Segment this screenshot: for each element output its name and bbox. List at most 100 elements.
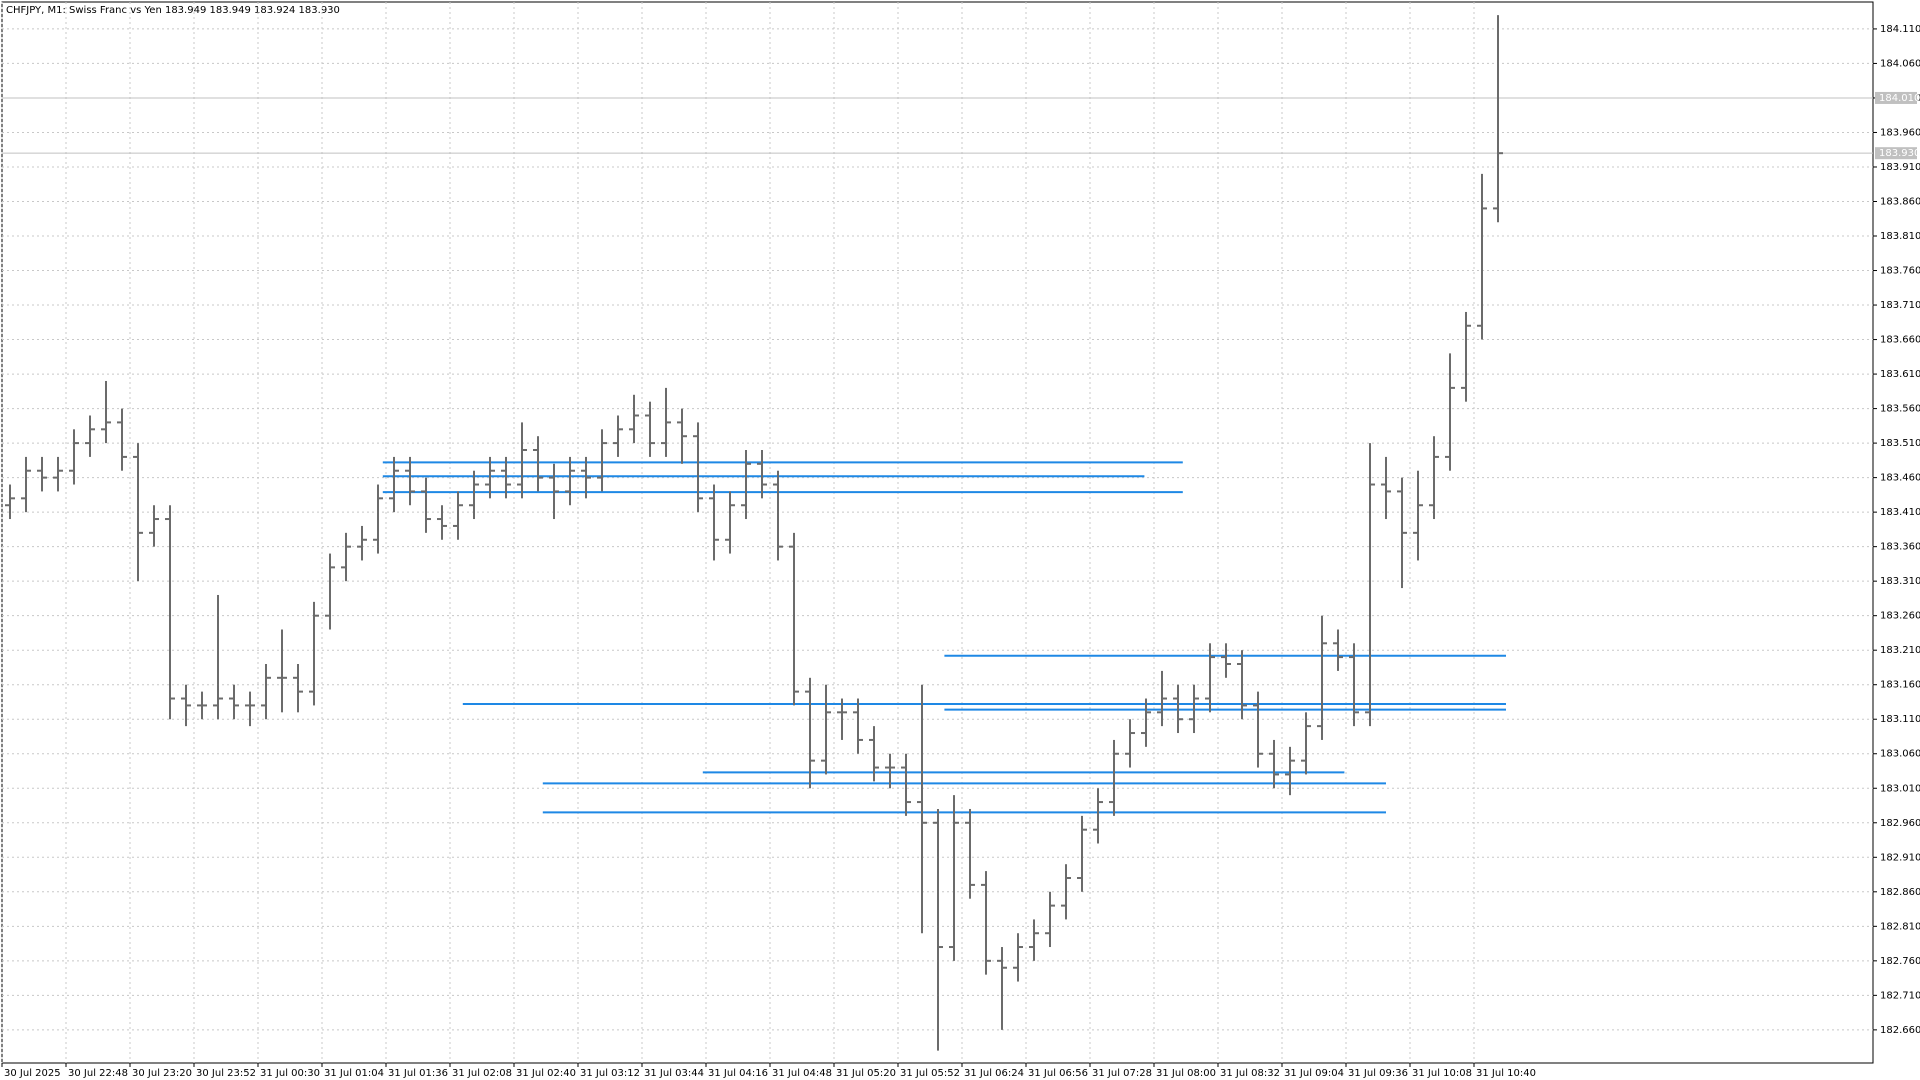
ohlc-bar (741, 450, 751, 520)
y-tick-label: 184.060 (1880, 58, 1920, 69)
x-tick-label: 31 Jul 08:32 (1220, 1068, 1280, 1079)
ohlc-bar (1205, 643, 1215, 713)
ohlc-bar (853, 698, 863, 754)
y-tick-label: 183.860 (1880, 196, 1920, 207)
y-tick-label: 182.710 (1880, 990, 1920, 1001)
ohlc-bar (309, 601, 319, 706)
ohlc-bar (1301, 712, 1311, 775)
ohlc-bar (565, 456, 575, 506)
chart-title: CHFJPY, M1: Swiss Franc vs Yen 183.949 1… (6, 5, 340, 16)
y-tick-label: 183.910 (1880, 162, 1920, 173)
ohlc-bar (1333, 629, 1343, 671)
ohlc-bar (37, 456, 47, 492)
x-tick-label: 31 Jul 01:04 (324, 1068, 384, 1079)
ohlc-bar (997, 947, 1007, 1030)
ohlc-bar (837, 698, 847, 740)
ohlc-bar (581, 456, 591, 499)
ohlc-bar (229, 684, 239, 720)
ohlc-bar (373, 484, 383, 554)
y-tick-label: 183.960 (1880, 127, 1920, 138)
ohlc-bar (757, 450, 767, 499)
ohlc-bar (597, 429, 607, 492)
y-tick-label: 183.660 (1880, 335, 1920, 346)
y-tick-label: 183.310 (1880, 576, 1920, 587)
ohlc-bar (1413, 470, 1423, 561)
ohlc-bar (293, 664, 303, 713)
ohlc-bar (821, 684, 831, 775)
y-tick-label: 183.060 (1880, 749, 1920, 760)
ohlc-bar (629, 394, 639, 444)
x-tick-label: 31 Jul 01:36 (388, 1068, 448, 1079)
ohlc-bar (1461, 311, 1471, 402)
ohlc-bar (5, 484, 15, 520)
ohlc-bar (245, 691, 255, 727)
ohlc-bar (981, 871, 991, 975)
ohlc-bar (21, 456, 31, 513)
ohlc-bar (709, 484, 719, 561)
ohlc-bar (469, 470, 479, 520)
x-tick-label: 31 Jul 10:40 (1476, 1068, 1536, 1079)
x-tick-label: 31 Jul 04:16 (708, 1068, 768, 1079)
ohlc-bar (1477, 173, 1487, 340)
ohlc-bar (613, 415, 623, 457)
x-tick-label: 31 Jul 04:48 (772, 1068, 832, 1079)
x-tick-label: 31 Jul 08:00 (1156, 1068, 1216, 1079)
y-tick-label: 183.760 (1880, 266, 1920, 277)
x-tick-label: 31 Jul 03:12 (580, 1068, 640, 1079)
ohlc-bar (1125, 719, 1135, 768)
ohlc-bar (1141, 698, 1151, 747)
x-tick-label: 31 Jul 05:20 (836, 1068, 896, 1079)
ohlc-bar (1221, 643, 1231, 678)
ohlc-bar (1285, 746, 1295, 796)
y-tick-label: 183.410 (1880, 507, 1920, 518)
ohlc-bar (1189, 684, 1199, 734)
x-tick-label: 30 Jul 2025 (4, 1068, 61, 1079)
ohlc-bar (549, 463, 559, 520)
y-tick-label: 182.910 (1880, 852, 1920, 863)
ohlc-bar (885, 753, 895, 789)
ohlc-bar (1397, 477, 1407, 589)
ohlc-bar (1317, 615, 1327, 740)
y-tick-label: 183.510 (1880, 438, 1920, 449)
ohlc-bar (949, 795, 959, 961)
ohlc-bar (197, 691, 207, 720)
ohlc-bar (213, 594, 223, 720)
y-tick-label: 182.660 (1880, 1025, 1920, 1036)
ohlc-bar (693, 422, 703, 513)
y-tick-label: 184.110 (1880, 24, 1920, 35)
ohlc-bar (1093, 788, 1103, 844)
ohlc-bar (277, 629, 287, 713)
ohlc-bar (1349, 643, 1359, 727)
ohlc-bar (965, 808, 975, 899)
ohlc-bar (517, 422, 527, 499)
ohlc-bar (405, 456, 415, 506)
y-tick-label: 183.010 (1880, 783, 1920, 794)
ohlc-bar (901, 753, 911, 816)
ohlc-bar (1061, 864, 1071, 920)
ohlc-bar (917, 684, 927, 934)
x-tick-label: 31 Jul 09:36 (1348, 1068, 1408, 1079)
ohlc-bar (389, 456, 399, 513)
price-label: 184.010 (1879, 93, 1920, 104)
ohlc-bar (453, 491, 463, 540)
y-tick-label: 183.810 (1880, 231, 1920, 242)
x-tick-label: 31 Jul 05:52 (900, 1068, 960, 1079)
x-tick-label: 31 Jul 10:08 (1412, 1068, 1472, 1079)
ohlc-bar (485, 456, 495, 499)
ohlc-bar (1045, 891, 1055, 948)
ohlc-bar (149, 505, 159, 547)
y-tick-label: 182.960 (1880, 818, 1920, 829)
ohlc-bar (357, 525, 367, 561)
price-label: 183.930 (1879, 148, 1920, 159)
x-tick-label: 31 Jul 02:40 (516, 1068, 576, 1079)
ohlc-bar (1157, 670, 1167, 727)
y-tick-label: 183.610 (1880, 369, 1920, 380)
x-tick-label: 31 Jul 00:30 (260, 1068, 320, 1079)
ohlc-bar (133, 443, 143, 582)
y-tick-label: 183.210 (1880, 645, 1920, 656)
x-tick-label: 31 Jul 07:28 (1092, 1068, 1152, 1079)
ohlc-bar (165, 505, 175, 720)
y-tick-label: 183.360 (1880, 542, 1920, 553)
ohlc-bar (1269, 739, 1279, 789)
